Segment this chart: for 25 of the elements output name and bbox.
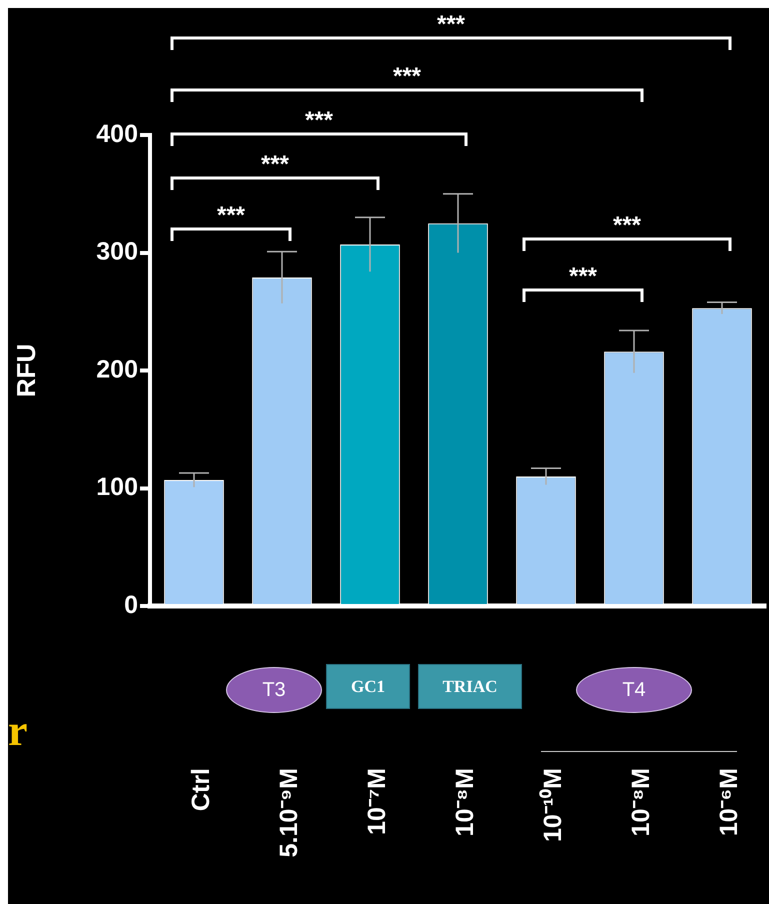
ellipse-badge: T4 — [576, 667, 692, 713]
text: *** — [392, 63, 422, 90]
annotation: *** — [568, 263, 598, 290]
x-tick-label: 10⁻⁷M — [362, 768, 391, 835]
x-tick-label: 10⁻¹⁰M — [538, 768, 567, 842]
box-badge: TRIAC — [418, 664, 522, 709]
y-tick-label: 0 — [124, 590, 138, 619]
x-tick-label: Ctrl — [186, 768, 215, 812]
x-tick-label: 5.10⁻⁹M — [274, 768, 303, 858]
y-tick-label: 200 — [96, 355, 138, 384]
y-axis-title: RFU — [10, 344, 41, 398]
annotation: *** — [216, 202, 246, 229]
y-tick-label: 400 — [96, 120, 138, 148]
x-tick-label: 10⁻⁶M — [714, 768, 743, 836]
x-tick-label: 10⁻⁸M — [626, 768, 655, 836]
y-tick-label: 300 — [96, 238, 138, 266]
y-tick-label: 100 — [96, 473, 138, 502]
annotation: *** — [612, 212, 642, 239]
annotation: *** — [260, 151, 290, 178]
text: r — [8, 706, 28, 756]
text: *** — [304, 107, 334, 134]
box-badge: GC1 — [326, 664, 410, 709]
text: *** — [436, 11, 466, 38]
ellipse-badge: T3 — [226, 667, 322, 713]
x-tick-label: 10⁻⁸M — [450, 768, 479, 836]
